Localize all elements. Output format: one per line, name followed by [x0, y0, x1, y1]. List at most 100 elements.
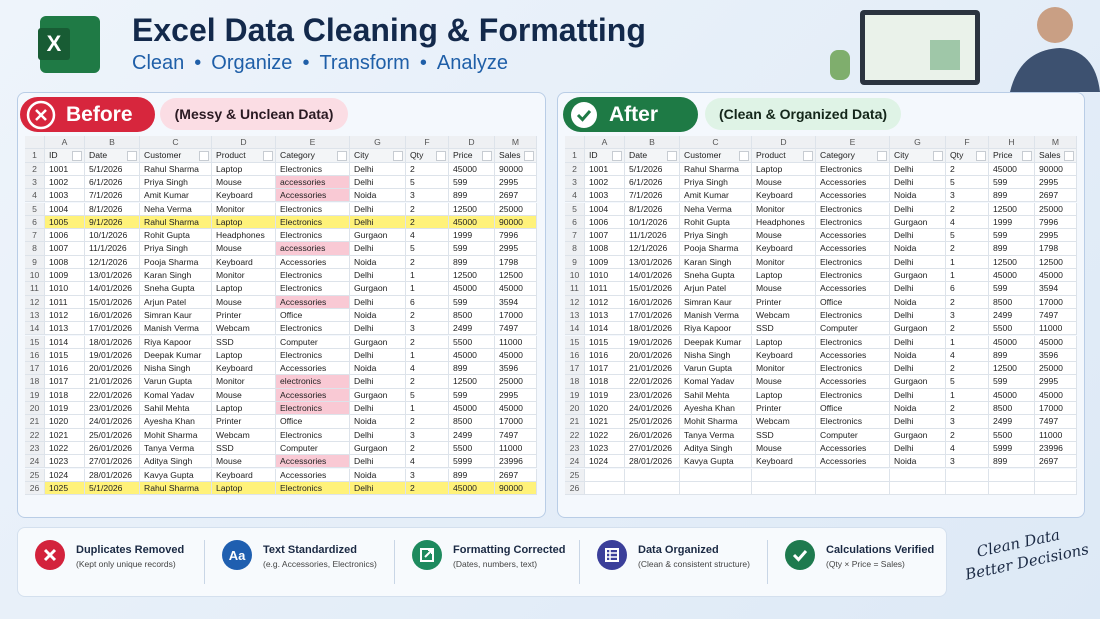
cell: Headphones: [752, 215, 816, 230]
cell: 10/1/2026: [85, 229, 140, 243]
cell: 1024: [45, 468, 85, 482]
cell: 7497: [1035, 308, 1077, 323]
cell: Simran Kaur: [680, 295, 752, 309]
cell: 90000: [495, 162, 537, 176]
column-header: ID: [45, 149, 85, 163]
cell: 1018: [585, 375, 625, 389]
cell: [752, 481, 816, 496]
cell: 1023: [45, 455, 85, 469]
cell: 1021: [45, 428, 85, 442]
cell: SSD: [752, 322, 816, 336]
cell: Accessories: [816, 282, 890, 296]
cell: Noida: [890, 189, 946, 203]
cell: Delhi: [350, 295, 406, 309]
cell: 599: [449, 242, 495, 256]
cell: 2: [406, 441, 449, 456]
column-letter: B: [85, 136, 140, 150]
cell: Keyboard: [752, 242, 816, 256]
cell: Noida: [350, 255, 406, 269]
cell: 5500: [989, 428, 1035, 442]
cell: 45000: [1035, 269, 1077, 283]
separator: •: [194, 52, 202, 74]
cell: Komal Yadav: [680, 375, 752, 389]
cell: 1019: [45, 402, 85, 416]
cell: Accessories: [276, 362, 350, 376]
cell: Aditya Singh: [140, 455, 212, 469]
cell: Noida: [890, 242, 946, 256]
cell: Noida: [350, 362, 406, 376]
row-number: 13: [565, 308, 585, 323]
cell: Priya Singh: [680, 175, 752, 190]
cell: 11/1/2026: [625, 229, 680, 243]
cell: 45000: [1035, 335, 1077, 349]
cell: Delhi: [350, 269, 406, 283]
column-letter: H: [989, 136, 1035, 150]
row-number: 12: [565, 295, 585, 309]
title: Excel Data Cleaning & Formatting: [132, 12, 646, 48]
cell: Gurgaon: [890, 215, 946, 230]
feature-icon: [35, 540, 65, 570]
row-number: 20: [25, 402, 45, 416]
cell: 7497: [1035, 415, 1077, 429]
cell: 1019: [585, 388, 625, 402]
cell: 899: [989, 242, 1035, 256]
cell: Delhi: [890, 388, 946, 402]
row-number: 8: [25, 242, 45, 256]
row-number: 1: [565, 149, 585, 163]
cell: 24/01/2026: [85, 415, 140, 429]
cell: 19/01/2026: [625, 335, 680, 349]
row-number: 6: [25, 215, 45, 230]
feature-subtitle: (e.g. Accessories, Electronics): [263, 559, 377, 569]
cell: 1002: [585, 175, 625, 190]
cell: 8500: [989, 295, 1035, 309]
cell: 5: [406, 175, 449, 190]
cell: accessories: [276, 242, 350, 256]
cell: Delhi: [890, 282, 946, 296]
feature-title: Text Standardized: [263, 544, 357, 556]
column-header: Qty: [946, 149, 989, 163]
cell: Electronics: [276, 229, 350, 243]
cell: Riya Kapoor: [680, 322, 752, 336]
cell: 25000: [495, 202, 537, 216]
feature: Formatting Corrected (Dates, numbers, tex…: [453, 544, 565, 569]
cell: Ayesha Khan: [140, 415, 212, 429]
cell: 5: [406, 242, 449, 256]
cell: 22/01/2026: [85, 388, 140, 402]
cell: Deepak Kumar: [680, 335, 752, 349]
cell: 599: [449, 388, 495, 402]
cell: 5999: [989, 441, 1035, 456]
cell: Delhi: [350, 202, 406, 216]
cell: Accessories: [816, 441, 890, 456]
row-number: 21: [565, 415, 585, 429]
cell: 1015: [585, 335, 625, 349]
cell: Rahul Sharma: [140, 215, 212, 230]
cell: Keyboard: [212, 362, 276, 376]
cell: Priya Singh: [140, 175, 212, 190]
cell: 45000: [495, 348, 537, 363]
row-number: 5: [565, 202, 585, 216]
cell: 13/01/2026: [625, 255, 680, 269]
cell: 17/01/2026: [625, 308, 680, 323]
cell: 14/01/2026: [85, 282, 140, 296]
cell: 23996: [495, 455, 537, 469]
cell: Accessories: [276, 388, 350, 402]
cell: Electronics: [276, 402, 350, 416]
cell: Karan Singh: [680, 255, 752, 269]
cell: Keyboard: [212, 468, 276, 482]
cell: Printer: [752, 402, 816, 416]
cell: Electronics: [816, 362, 890, 376]
row-number: 23: [565, 441, 585, 456]
cell: Accessories: [276, 189, 350, 203]
row-number: 17: [25, 362, 45, 376]
cell: Accessories: [816, 348, 890, 363]
cell: 12500: [989, 202, 1035, 216]
cell: [625, 481, 680, 496]
cell: 45000: [449, 481, 495, 496]
column-letter: G: [890, 136, 946, 150]
cell: 18/01/2026: [625, 322, 680, 336]
cell: 2: [406, 255, 449, 269]
corner: [25, 136, 45, 150]
subtitle-item: Clean: [132, 52, 185, 74]
cell: 9/1/2026: [85, 215, 140, 230]
